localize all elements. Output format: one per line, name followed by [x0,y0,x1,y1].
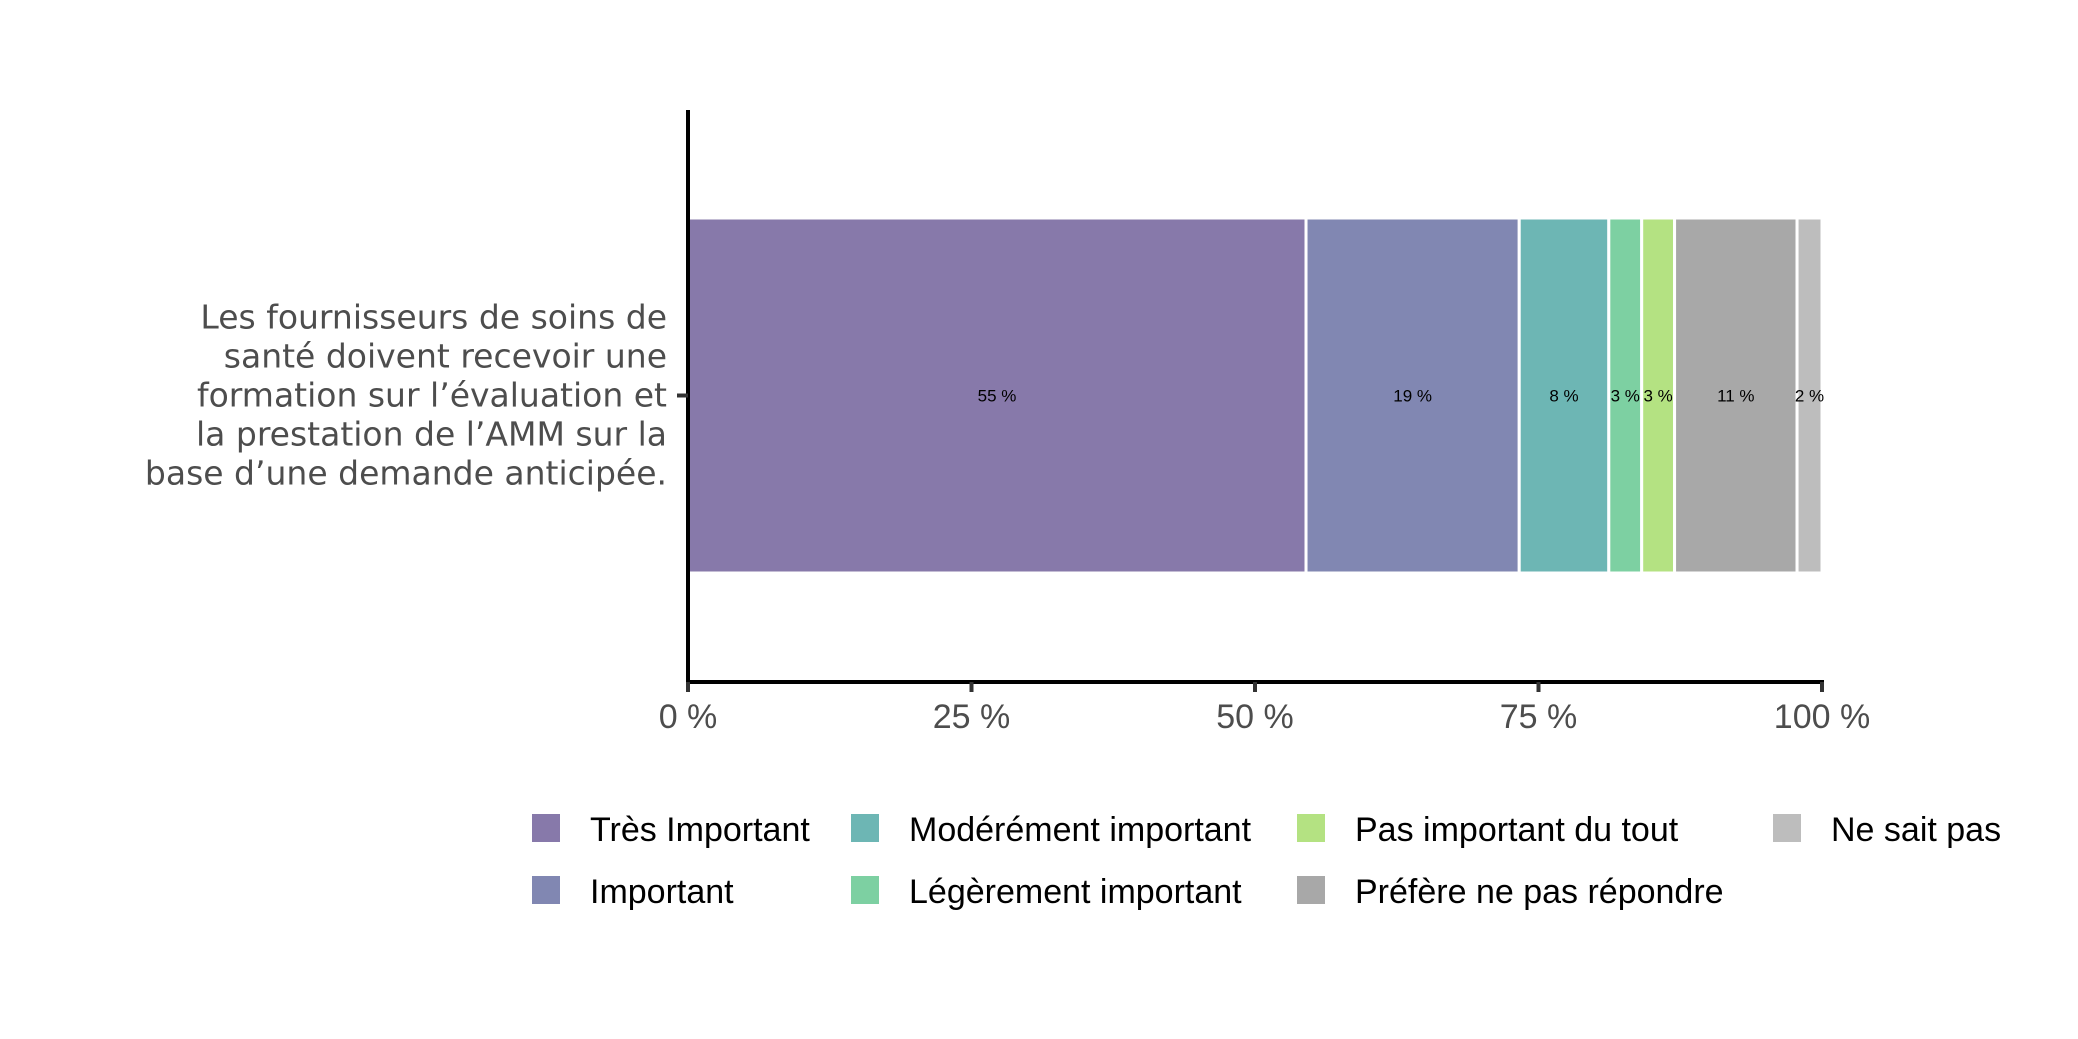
legend-swatch-2-1 [1297,876,1325,904]
legend-swatch-3-0 [1773,814,1801,842]
category-label-line-3: la prestation de l’AMM sur la [196,415,667,454]
x-tick-label-4: 100 % [1774,698,1870,736]
category-label-line-2: formation sur l’évaluation et [197,376,667,415]
data-label-5: 11 % [1717,387,1755,406]
bar-segment-6 [1795,216,1824,575]
x-axis-ticks: 0 % 25 % 50 % 75 % 100 % [659,682,1870,736]
x-tick-label-3: 75 % [1500,698,1578,736]
legend-label-0-1: Important [590,873,734,911]
legend-swatch-0-1 [532,876,560,904]
x-tick-label-2: 50 % [1216,698,1294,736]
data-label-1: 19 % [1393,387,1432,406]
data-label-4: 3 % [1643,387,1672,406]
bar-segment-5 [1673,216,1799,575]
legend-swatch-1-1 [851,876,879,904]
legend-swatch-2-0 [1297,814,1325,842]
legend-label-1-1: Légèrement important [909,873,1242,911]
x-tick-label-1: 25 % [933,698,1011,736]
data-label-3: 3 % [1611,387,1640,406]
category-label-line-4: base d’une demande anticipée. [145,454,667,493]
bar-segment-2 [1517,216,1611,575]
bar-data-labels: 55 % 19 % 8 % 3 % 3 % 11 % 2 % [978,387,1825,406]
data-label-0: 55 % [978,387,1017,406]
data-label-2: 8 % [1549,387,1578,406]
category-label-line-0: Les fournisseurs de soins de [200,298,667,337]
legend-label-1-0: Modérément important [909,811,1252,849]
legend: Très Important Important Modérément import… [532,811,2001,911]
bar-segment-1 [1304,216,1521,575]
bar-segment-4 [1640,216,1677,575]
data-label-6: 2 % [1795,387,1824,406]
legend-label-2-0: Pas important du tout [1355,811,1679,849]
legend-label-0-0: Très Important [590,811,810,849]
legend-swatch-0-0 [532,814,560,842]
bar-segments [686,216,1824,575]
x-tick-label-0: 0 % [659,698,718,736]
category-label-line-1: santé doivent recevoir une [224,337,667,376]
legend-label-3-0: Ne sait pas [1831,811,2001,849]
bar-segment-0 [686,216,1308,575]
legend-swatch-1-0 [851,814,879,842]
legend-label-2-1: Préfère ne pas répondre [1355,873,1724,911]
